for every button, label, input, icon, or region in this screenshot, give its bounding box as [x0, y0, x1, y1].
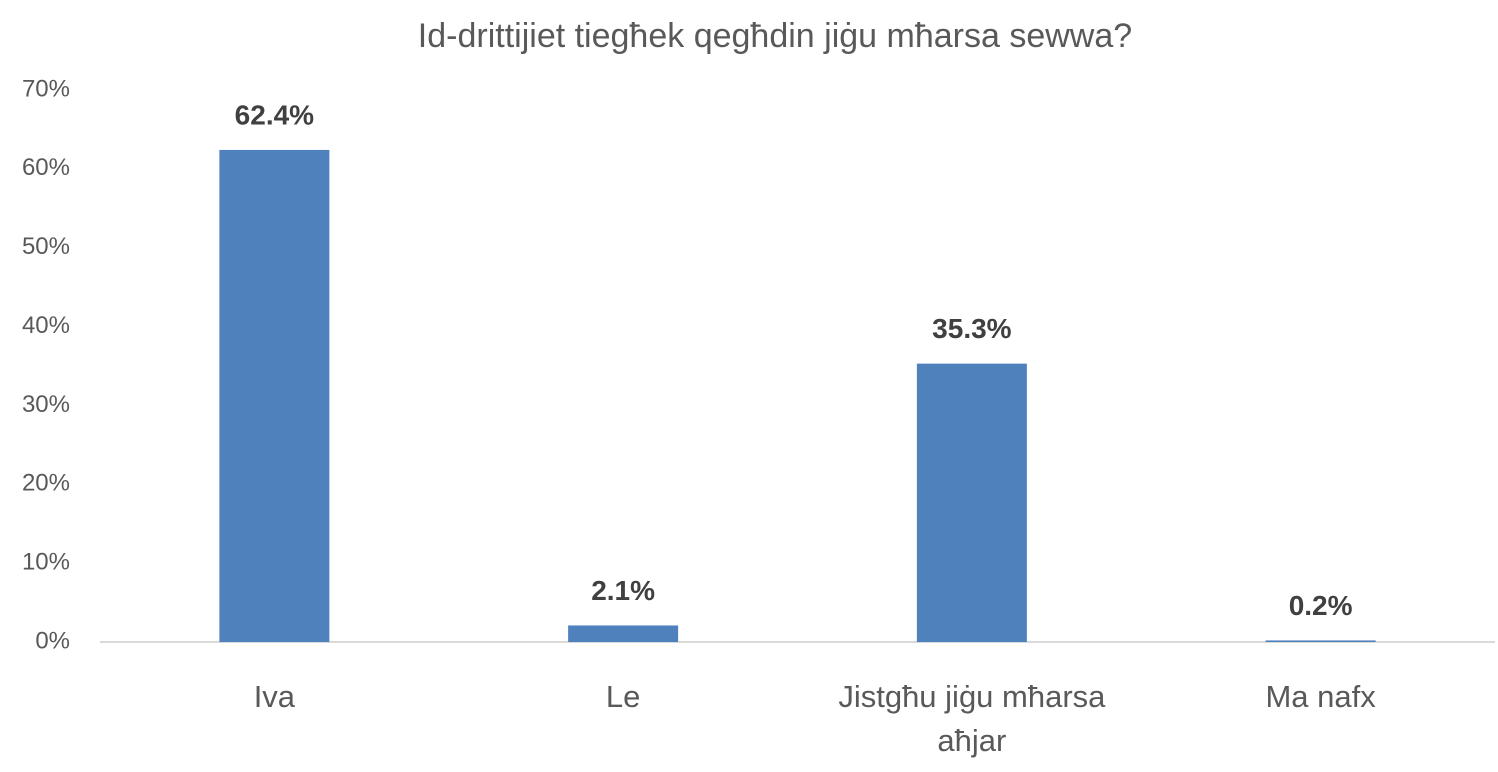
bar	[1265, 640, 1376, 642]
y-tick-label: 60%	[22, 154, 70, 181]
data-label: 35.3%	[932, 313, 1011, 344]
y-tick-label: 20%	[22, 470, 70, 497]
y-tick-label: 0%	[35, 627, 70, 654]
y-tick-label: 50%	[22, 233, 70, 260]
bar	[568, 625, 679, 642]
x-tick-label: Jistgħu jiġu mħarsa aħjar	[838, 679, 1106, 758]
y-tick-label: 10%	[22, 548, 70, 575]
x-tick-label: Iva	[253, 679, 296, 714]
x-tick-label: Le	[605, 679, 641, 714]
y-tick-label: 30%	[22, 391, 70, 418]
y-tick-label: 70%	[22, 75, 70, 102]
bar	[916, 363, 1027, 642]
x-tick-label: Ma nafx	[1265, 679, 1376, 714]
y-tick-label: 40%	[22, 312, 70, 339]
data-label: 62.4%	[235, 99, 314, 130]
data-label: 0.2%	[1289, 590, 1353, 621]
chart-title: Id-drittijiet tiegħek qegħdin jiġu mħars…	[418, 17, 1132, 55]
data-label: 2.1%	[591, 575, 655, 606]
bar	[219, 149, 330, 642]
